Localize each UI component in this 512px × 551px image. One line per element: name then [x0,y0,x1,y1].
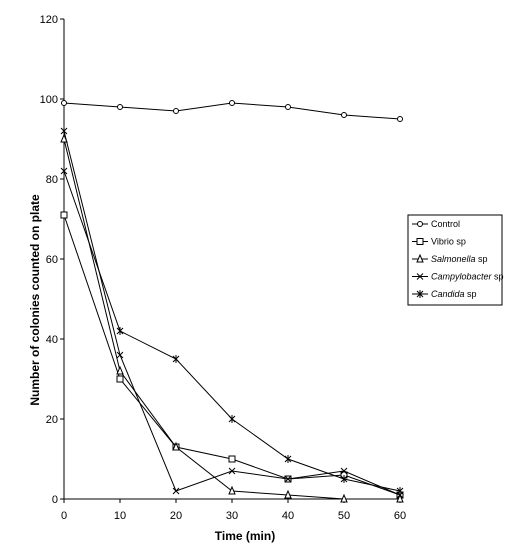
series-salmonella-sp [60,133,404,503]
y-tick-label: 0 [52,494,58,506]
data-point-square [228,455,236,463]
y-tick-label: 100 [40,94,58,106]
legend-box [407,214,503,306]
y-tick-label: 120 [40,14,58,26]
data-point-star [172,355,180,363]
data-point-triangle [172,441,180,451]
data-point-x [340,467,348,475]
series-line [63,138,400,500]
data-point-triangle [396,493,404,503]
data-point-circle [117,104,123,110]
data-point-triangle [228,485,236,495]
legend-item: Control [412,219,460,229]
data-point-star [284,455,292,463]
y-tick-label: 20 [46,414,58,426]
data-point-circle [285,104,291,110]
legend-label: Candida sp [431,289,477,299]
legend-item: Vibrio sp [412,237,466,247]
data-point-star [60,167,68,175]
data-point-star [116,327,124,335]
data-point-x [228,467,236,475]
data-point-circle [61,100,67,106]
x-tick-label: 10 [114,510,126,522]
legend-item: Salmonella sp [412,253,488,264]
series-vibrio-sp [60,211,404,499]
series-campylobacter-sp [60,127,404,499]
legend-label: Control [431,219,460,229]
legend-item: Candida sp [412,289,477,299]
y-axis-label: Number of colonies counted on plate [28,194,42,406]
data-point-star [396,487,404,495]
data-point-x [116,351,124,359]
series-layer [60,100,404,503]
x-tick-label: 0 [61,510,67,522]
x-axis-label: Time (min) [215,529,275,543]
legend: Control Vibrio sp Salmonella sp Campylobact… [407,214,504,306]
data-point-circle [417,221,423,227]
data-point-circle [173,108,179,114]
y-tick-label: 40 [46,334,58,346]
legend-label: Vibrio sp [431,237,466,247]
data-point-star [228,415,236,423]
x-tick-label: 40 [282,510,294,522]
data-point-x [284,475,292,483]
data-point-circle [397,116,403,122]
data-point-square [416,238,424,245]
data-point-circle [341,112,347,118]
data-point-square [60,211,68,219]
data-point-star [416,290,424,298]
data-point-triangle [340,493,348,503]
data-point-triangle [116,365,124,375]
data-point-x [172,487,180,495]
x-tick-label: 30 [226,510,238,522]
legend-label: Salmonella sp [431,254,488,264]
legend-label: Campylobacter sp [431,272,504,282]
legend-item: Campylobacter sp [412,272,504,282]
y-tick-label: 80 [46,174,58,186]
series-control [61,100,403,122]
data-point-triangle [416,253,424,263]
series-line [63,130,401,496]
y-tick-label: 60 [46,254,58,266]
data-point-square [116,375,124,383]
data-point-star [340,475,348,483]
series-candida-sp [60,167,404,495]
data-point-triangle [284,489,292,499]
axes: 0 20 40 60 80 100 120 0 10 20 30 40 50 60 [40,14,406,522]
data-point-x [416,273,424,280]
data-point-x [60,127,68,135]
x-tick-label: 20 [170,510,182,522]
x-tick-label: 50 [338,510,350,522]
data-point-circle [229,100,235,106]
x-tick-label: 60 [394,510,406,522]
series-line [63,214,401,496]
